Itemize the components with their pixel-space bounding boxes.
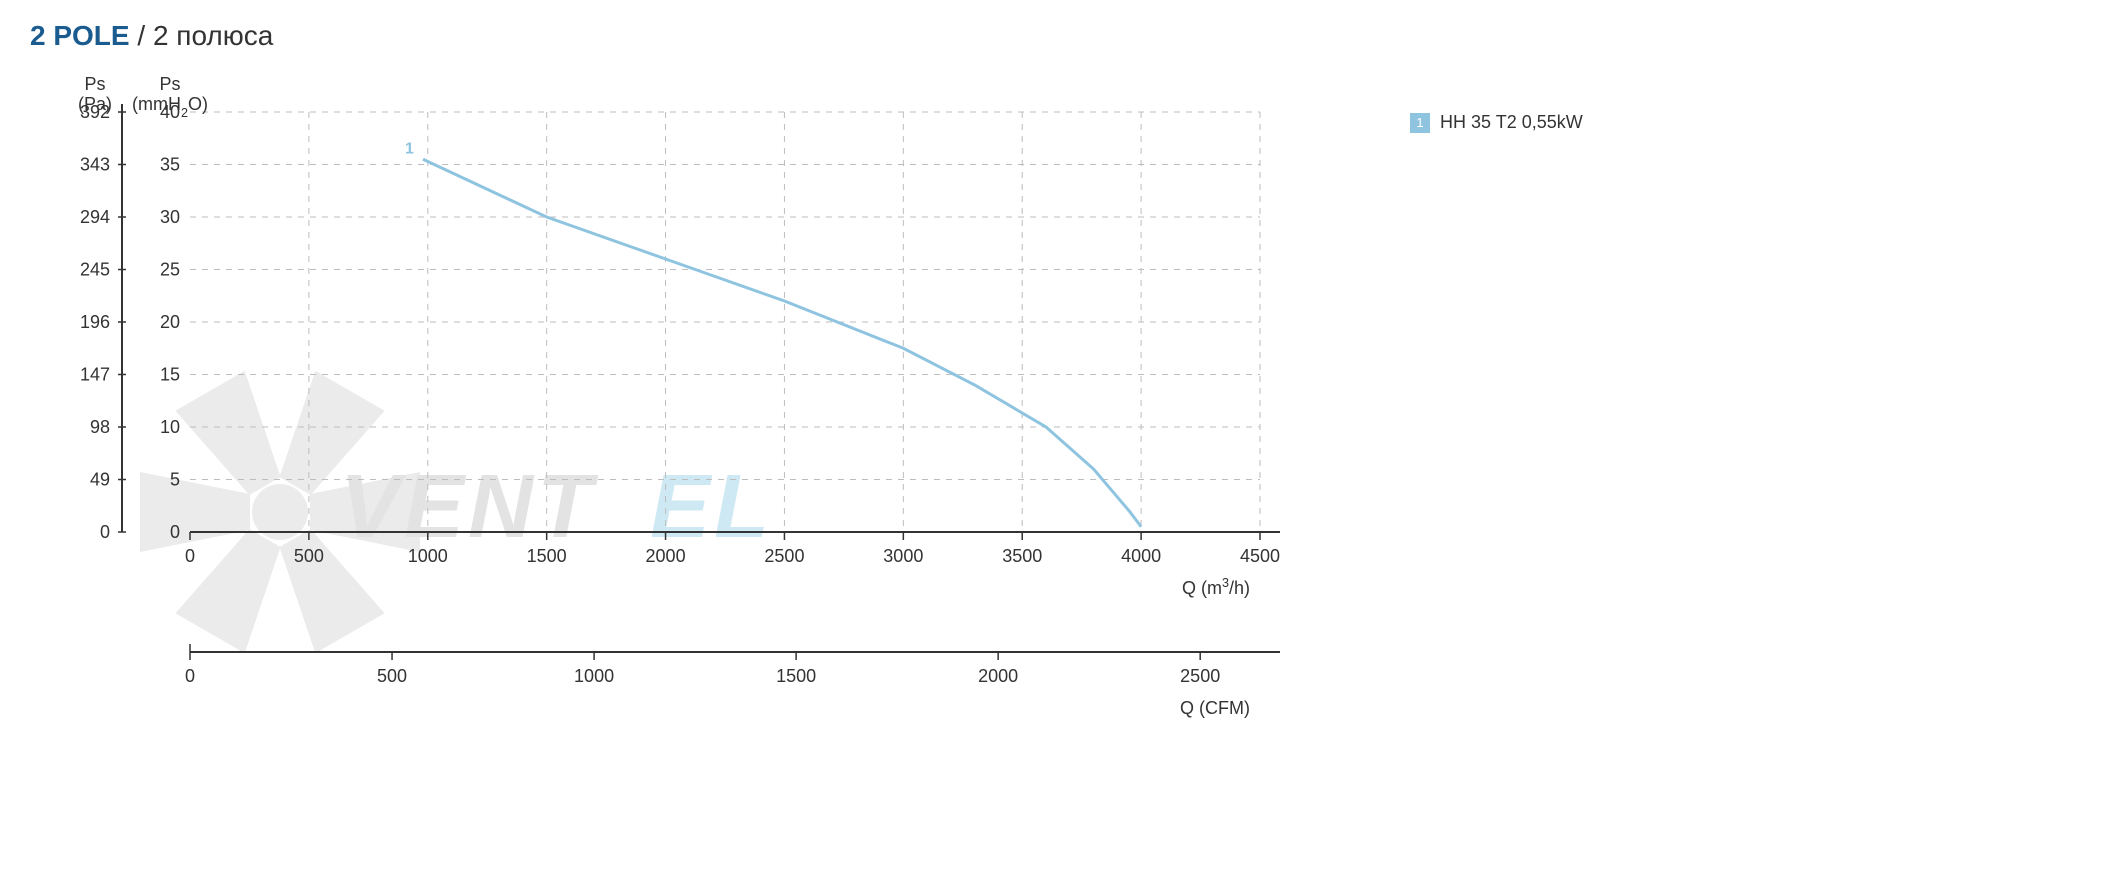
svg-text:VENT: VENT — [340, 457, 599, 557]
performance-chart: VENTEL0054910981514720196252453029435343… — [30, 72, 1320, 792]
svg-text:(Pa): (Pa) — [78, 94, 112, 114]
svg-text:20: 20 — [160, 312, 180, 332]
svg-text:1500: 1500 — [527, 546, 567, 566]
chart-area: VENTEL0054910981514720196252453029435343… — [30, 72, 1320, 797]
svg-text:196: 196 — [80, 312, 110, 332]
svg-text:500: 500 — [294, 546, 324, 566]
svg-text:0: 0 — [170, 522, 180, 542]
chart-wrapper: VENTEL0054910981514720196252453029435343… — [30, 72, 2079, 797]
svg-text:343: 343 — [80, 155, 110, 175]
svg-text:30: 30 — [160, 207, 180, 227]
svg-text:147: 147 — [80, 365, 110, 385]
svg-text:1: 1 — [405, 140, 414, 157]
svg-text:2500: 2500 — [764, 546, 804, 566]
svg-text:10: 10 — [160, 417, 180, 437]
svg-text:2500: 2500 — [1180, 666, 1220, 686]
svg-text:Q (m3/h): Q (m3/h) — [1182, 576, 1250, 598]
svg-text:Ps: Ps — [84, 74, 105, 94]
svg-text:Q (CFM): Q (CFM) — [1180, 698, 1250, 718]
svg-text:500: 500 — [377, 666, 407, 686]
svg-text:98: 98 — [90, 417, 110, 437]
svg-text:4500: 4500 — [1240, 546, 1280, 566]
svg-text:49: 49 — [90, 470, 110, 490]
title-sub: 2 полюса — [153, 20, 273, 51]
svg-text:0: 0 — [185, 666, 195, 686]
legend-badge: 1 — [1410, 113, 1430, 133]
svg-text:3000: 3000 — [883, 546, 923, 566]
legend-label: HH 35 T2 0,55kW — [1440, 112, 1583, 133]
svg-text:2000: 2000 — [978, 666, 1018, 686]
svg-text:1000: 1000 — [574, 666, 614, 686]
svg-text:Ps: Ps — [159, 74, 180, 94]
svg-text:4000: 4000 — [1121, 546, 1161, 566]
svg-text:EL: EL — [650, 457, 773, 557]
svg-text:0: 0 — [100, 522, 110, 542]
svg-text:35: 35 — [160, 155, 180, 175]
svg-text:15: 15 — [160, 365, 180, 385]
svg-text:5: 5 — [170, 470, 180, 490]
svg-text:2000: 2000 — [646, 546, 686, 566]
legend: 1 HH 35 T2 0,55kW — [1410, 112, 1583, 133]
svg-text:3500: 3500 — [1002, 546, 1042, 566]
svg-text:0: 0 — [185, 546, 195, 566]
svg-text:1500: 1500 — [776, 666, 816, 686]
svg-text:1000: 1000 — [408, 546, 448, 566]
svg-text:245: 245 — [80, 260, 110, 280]
title-sep: / — [130, 20, 153, 51]
svg-text:25: 25 — [160, 260, 180, 280]
page-title: 2 POLE / 2 полюса — [30, 20, 2079, 52]
title-main: 2 POLE — [30, 20, 130, 51]
svg-text:294: 294 — [80, 207, 110, 227]
